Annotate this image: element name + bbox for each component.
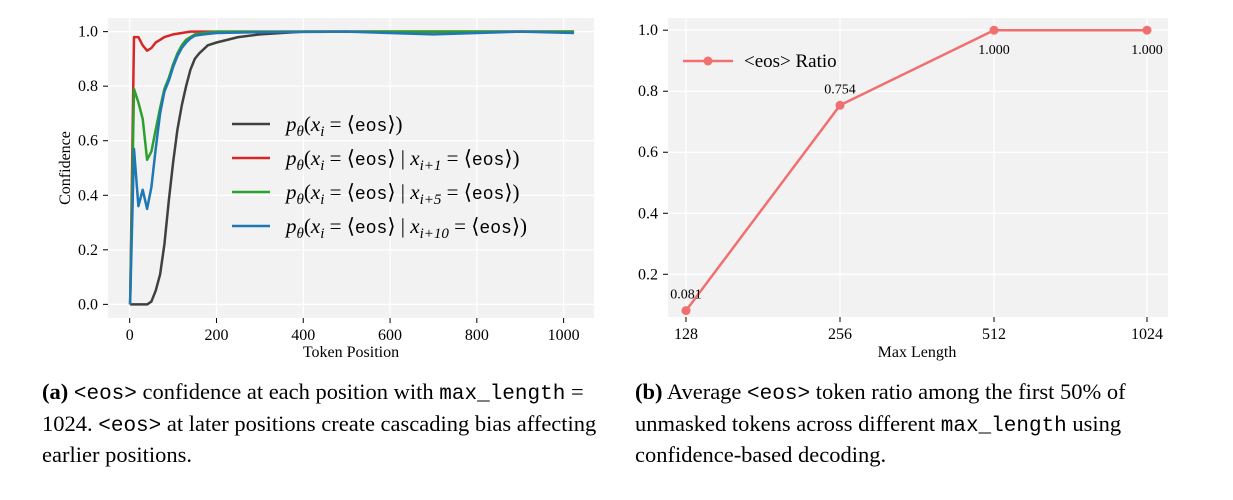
x-tick-label: 200 bbox=[204, 327, 228, 344]
series-line-eos-ratio bbox=[685, 28, 1147, 312]
x-tick-label: 1000 bbox=[548, 327, 580, 344]
chart-a-x-ticks: 0 200 400 600 800 1000 bbox=[126, 318, 580, 344]
series-line-1 bbox=[128, 30, 574, 305]
caption-a-eos-token-2: <eos> bbox=[98, 414, 162, 438]
data-label: 0.754 bbox=[824, 82, 856, 97]
x-tick-label: 512 bbox=[982, 326, 1006, 343]
legend-label-eos: pθ(xi = ⟨eos⟩) bbox=[284, 112, 403, 140]
data-point bbox=[989, 25, 999, 35]
y-tick-label: 0.6 bbox=[78, 133, 98, 150]
chart-a-plot-area bbox=[108, 18, 594, 318]
caption-a-max-length: max_length bbox=[439, 383, 566, 406]
series-line-3 bbox=[128, 30, 575, 305]
x-tick-label: 800 bbox=[465, 327, 489, 344]
chart-b-grid bbox=[668, 18, 1168, 317]
data-point bbox=[681, 306, 691, 316]
caption-b-text-1: Average bbox=[666, 379, 742, 404]
caption-a-text-2: = 1024. bbox=[42, 379, 584, 436]
caption-a-tag: (a) bbox=[42, 379, 69, 404]
y-tick-label: 0.0 bbox=[78, 296, 98, 313]
data-point bbox=[1142, 25, 1152, 35]
caption-b-max-length: max_length bbox=[940, 414, 1067, 438]
chart-b-y-ticks: 0.2 0.4 0.6 0.8 1.0 bbox=[638, 22, 668, 283]
legend-label-eos-given-5: pθ(xi = ⟨eos⟩ | xi+5 = ⟨eos⟩) bbox=[284, 180, 520, 208]
y-tick-label: 0.4 bbox=[638, 205, 658, 222]
chart-a-y-ticks: 0.0 0.2 0.4 0.6 0.8 1.0 bbox=[78, 24, 108, 313]
chart-a-legend: pθ(xi = ⟨eos⟩) pθ(xi = ⟨eos⟩ | xi+1 = ⟨e… bbox=[232, 112, 527, 242]
x-tick-label: 400 bbox=[291, 327, 315, 344]
chart-a-y-axis-label: Confidence bbox=[57, 131, 74, 205]
y-tick-label: 0.2 bbox=[638, 266, 658, 283]
caption-b-eos-token: <eos> bbox=[747, 383, 811, 406]
caption-b: (b) Average <eos> token ratio among the … bbox=[635, 378, 1180, 470]
y-tick-label: 0.2 bbox=[78, 242, 98, 259]
chart-a: 0.0 0.2 0.4 0.6 0.8 1.0 0 200 400 600 800 1000 Tok… bbox=[57, 18, 594, 361]
x-tick-label: 600 bbox=[378, 327, 402, 344]
x-tick-label: 256 bbox=[828, 326, 852, 343]
chart-b: 0.2 0.4 0.6 0.8 1.0 128 256 512 1024 0.081 0.754… bbox=[638, 18, 1168, 361]
y-tick-label: 0.8 bbox=[638, 83, 658, 100]
y-tick-label: 0.6 bbox=[638, 144, 658, 161]
chart-b-x-ticks: 128 256 512 1024 bbox=[674, 317, 1163, 343]
data-label: 1.000 bbox=[978, 43, 1010, 58]
data-label: 0.081 bbox=[670, 288, 702, 303]
chart-b-series: 0.081 0.754 1.000 1.000 bbox=[670, 25, 1163, 316]
caption-a-text-1: confidence at each position with bbox=[142, 379, 434, 404]
chart-a-x-axis-label: Token Position bbox=[303, 344, 399, 361]
data-point bbox=[835, 100, 845, 110]
legend-label-eos-given-10: pθ(xi = ⟨eos⟩ | xi+10 = ⟨eos⟩) bbox=[284, 214, 527, 242]
x-tick-label: 1024 bbox=[1131, 326, 1163, 343]
caption-b-text-3: using confidence-based decoding. bbox=[635, 410, 1122, 468]
chart-b-plot-area bbox=[668, 18, 1168, 317]
legend-label-eos-given-1: pθ(xi = ⟨eos⟩ | xi+1 = ⟨eos⟩) bbox=[284, 146, 520, 174]
legend-label-eos-ratio: <eos> Ratio bbox=[744, 51, 837, 72]
y-tick-label: 0.4 bbox=[78, 187, 98, 204]
caption-b-text-2: token ratio among the first 50% of unmas… bbox=[635, 379, 1126, 436]
chart-b-legend: <eos> Ratio bbox=[683, 51, 837, 72]
y-tick-label: 1.0 bbox=[638, 22, 658, 39]
caption-a: (a) <eos> confidence at each position wi… bbox=[42, 378, 602, 470]
chart-b-x-axis-label: Max Length bbox=[878, 344, 957, 361]
chart-a-series-lines bbox=[128, 30, 575, 306]
x-tick-label: 0 bbox=[126, 327, 134, 344]
chart-a-grid bbox=[108, 18, 594, 318]
legend-marker-eos-ratio bbox=[703, 56, 713, 66]
y-tick-label: 0.8 bbox=[78, 78, 98, 95]
caption-b-tag: (b) bbox=[635, 379, 663, 404]
x-tick-label: 128 bbox=[674, 326, 698, 343]
caption-a-eos-token: <eos> bbox=[73, 383, 137, 406]
figure-charts: 0.0 0.2 0.4 0.6 0.8 1.0 0 200 400 600 800 1000 Tok… bbox=[57, 18, 1168, 361]
y-tick-label: 1.0 bbox=[78, 24, 98, 41]
data-label: 1.000 bbox=[1131, 43, 1163, 58]
caption-a-text-3: at later positions create cascading bias… bbox=[42, 410, 597, 468]
series-line-0 bbox=[130, 30, 574, 306]
